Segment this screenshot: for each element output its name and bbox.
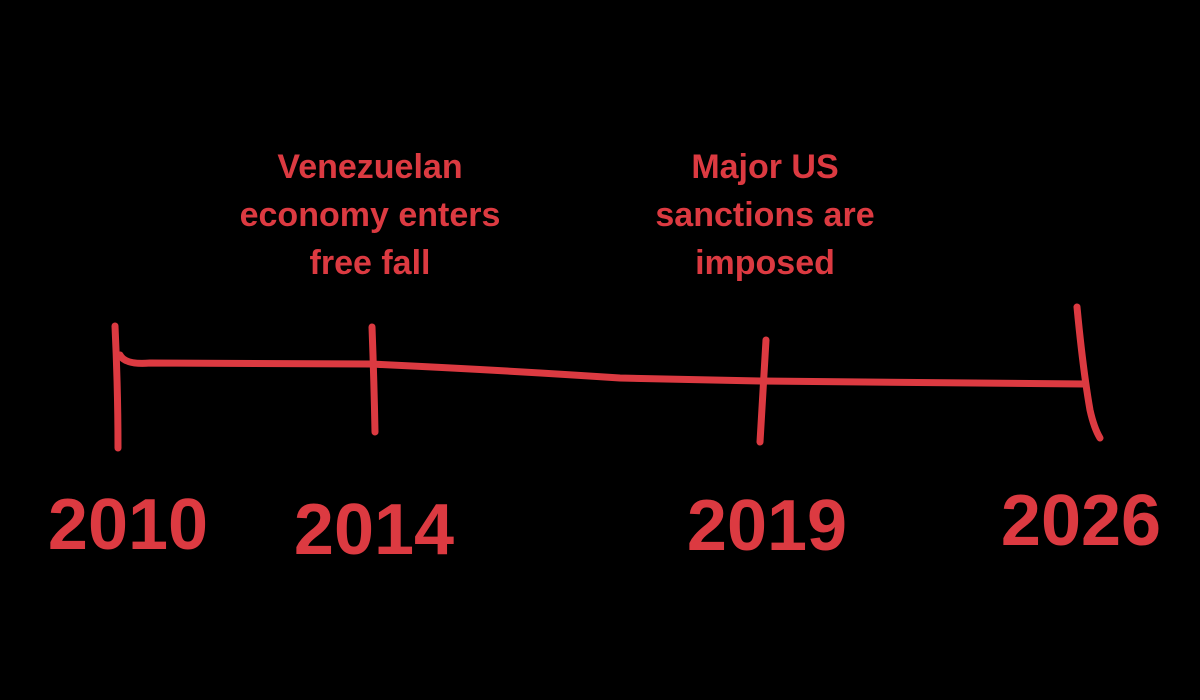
tick (1073, 303, 1104, 442)
event-label: Venezuelan (277, 148, 462, 186)
event-label: economy enters (240, 196, 501, 234)
year-label: 2026 (1001, 481, 1161, 561)
timeline-line (116, 351, 1089, 388)
year-label: 2019 (687, 486, 847, 566)
tick (756, 336, 770, 446)
event-label: sanctions are (655, 196, 874, 234)
event-label: imposed (695, 244, 835, 282)
tick (368, 323, 379, 436)
event-label: free fall (310, 244, 431, 282)
year-label: 2014 (294, 490, 454, 570)
tick (111, 322, 122, 452)
event-label: Major US (691, 148, 838, 186)
year-label: 2010 (48, 485, 208, 565)
